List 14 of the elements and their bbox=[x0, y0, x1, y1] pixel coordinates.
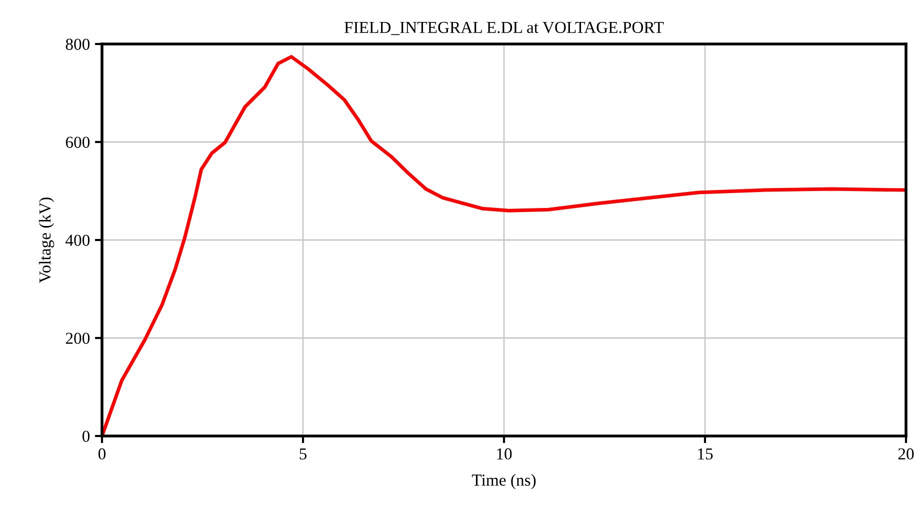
x-tick-label: 5 bbox=[300, 448, 307, 460]
x-tick-label: 15 bbox=[698, 448, 713, 460]
line-series bbox=[102, 55, 905, 436]
y-tick-label: 600 bbox=[66, 136, 90, 148]
y-tick-label: 200 bbox=[66, 332, 90, 344]
y-tick-label: 0 bbox=[82, 430, 90, 442]
x-tick-label: 10 bbox=[497, 448, 512, 460]
y-tick-label: 800 bbox=[66, 38, 90, 50]
x-tick-label: 20 bbox=[898, 448, 914, 460]
y-tick-label: 400 bbox=[66, 234, 90, 246]
x-axis-title: Time (ns) bbox=[472, 474, 536, 490]
y-axis-title: Voltage (kV) bbox=[38, 198, 54, 283]
chart-title: FIELD_INTEGRAL E.DL at VOLTAGE.PORT bbox=[344, 22, 664, 36]
x-tick-label: 0 bbox=[98, 448, 106, 460]
